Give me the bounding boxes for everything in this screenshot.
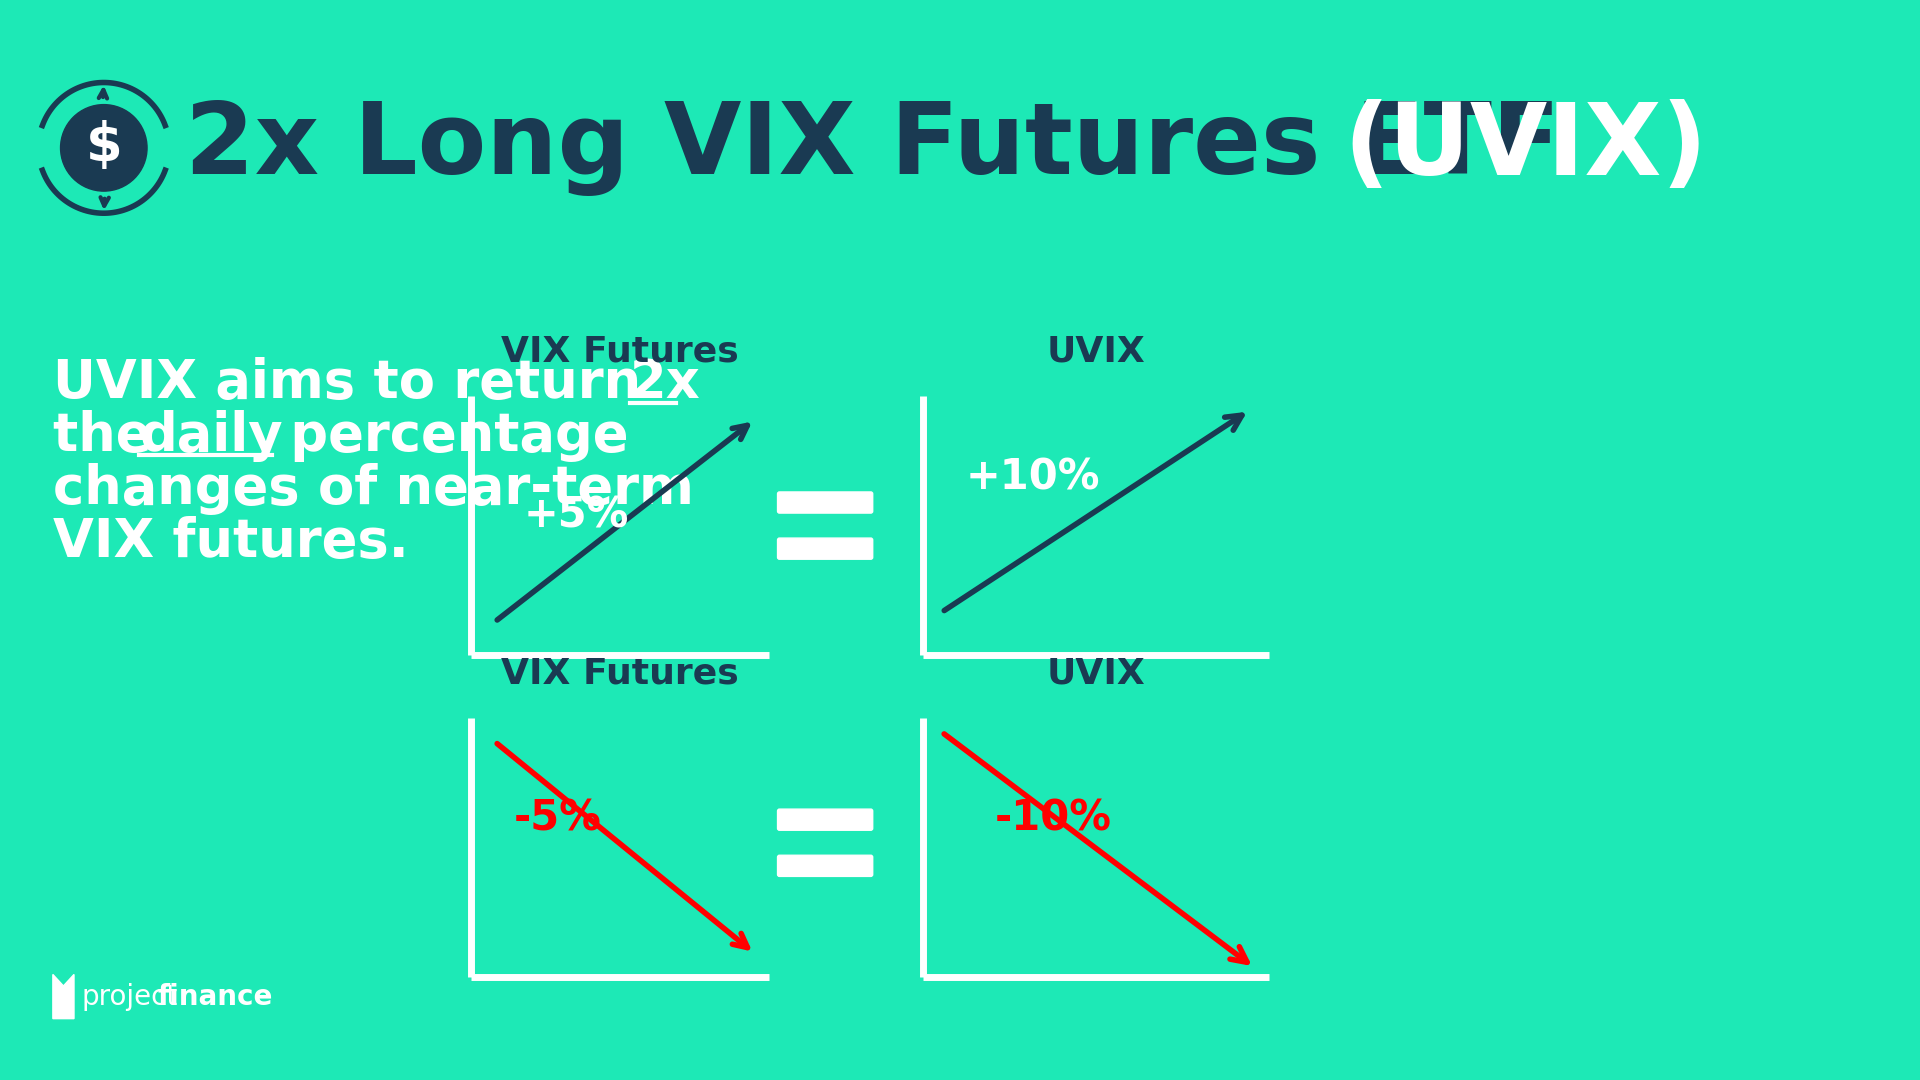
Text: changes of near-term: changes of near-term [54, 463, 693, 515]
Text: VIX futures.: VIX futures. [54, 516, 409, 568]
FancyBboxPatch shape [778, 492, 874, 513]
FancyBboxPatch shape [778, 538, 874, 559]
Text: percentage: percentage [273, 410, 628, 462]
Text: 2x: 2x [630, 357, 701, 409]
Text: +10%: +10% [966, 457, 1100, 499]
Text: -10%: -10% [995, 798, 1112, 840]
Text: VIX Futures: VIX Futures [501, 335, 739, 369]
Text: +5%: +5% [524, 495, 630, 537]
Text: 2x Long VIX Futures ETF: 2x Long VIX Futures ETF [184, 99, 1594, 197]
Text: UVIX: UVIX [1046, 335, 1144, 369]
Polygon shape [54, 974, 75, 1018]
FancyBboxPatch shape [778, 855, 874, 876]
Text: finance: finance [157, 984, 273, 1012]
Text: (UVIX): (UVIX) [1344, 99, 1709, 197]
Text: -5%: -5% [515, 798, 603, 840]
FancyBboxPatch shape [778, 809, 874, 831]
Text: $: $ [84, 120, 123, 172]
Circle shape [61, 105, 148, 191]
Text: UVIX: UVIX [1046, 657, 1144, 691]
Text: project: project [83, 984, 179, 1012]
Text: VIX Futures: VIX Futures [501, 657, 739, 691]
Text: UVIX aims to return: UVIX aims to return [54, 357, 659, 409]
Text: the: the [54, 410, 169, 462]
Text: daily: daily [140, 410, 282, 462]
